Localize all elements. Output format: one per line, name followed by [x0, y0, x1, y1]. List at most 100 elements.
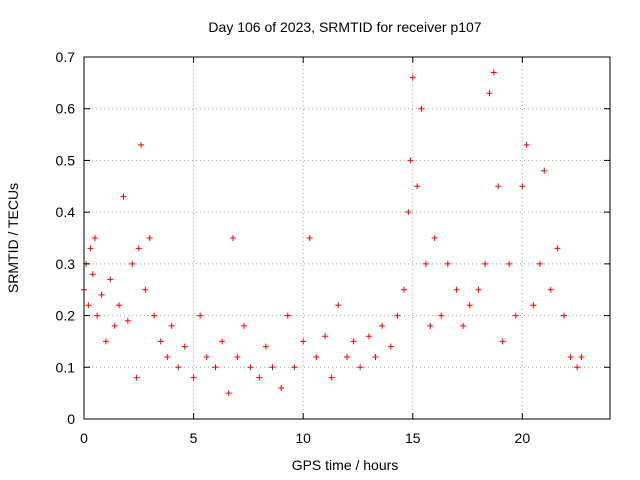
data-point [387, 343, 394, 350]
data-point [157, 338, 164, 345]
data-point [418, 105, 425, 112]
data-point [482, 260, 489, 267]
y-tick-label: 0 [67, 411, 75, 427]
data-point [372, 353, 379, 360]
data-point [190, 374, 197, 381]
data-point [313, 353, 320, 360]
data-point [164, 353, 171, 360]
data-point [291, 364, 298, 371]
y-tick-label: 0.1 [56, 359, 76, 375]
data-point [146, 235, 153, 241]
x-tick-label: 10 [295, 430, 311, 446]
y-axis-label: SRMTID / TECUs [5, 183, 21, 293]
data-point [536, 260, 543, 267]
data-point [438, 312, 445, 319]
data-point [262, 343, 269, 350]
data-point [89, 271, 96, 278]
x-tick-label: 20 [515, 430, 531, 446]
data-point [407, 157, 414, 164]
data-point [116, 302, 123, 309]
data-point [560, 312, 567, 319]
data-point [350, 338, 357, 345]
data-point [212, 364, 219, 371]
data-point [181, 343, 188, 350]
data-point [129, 260, 136, 267]
data-point [405, 209, 412, 216]
data-point [547, 286, 554, 293]
data-point [379, 322, 386, 329]
data-point [306, 235, 313, 241]
data-point [519, 183, 526, 190]
data-point [230, 235, 237, 241]
data-point [578, 353, 585, 360]
data-point [495, 183, 502, 190]
x-tick-label: 0 [80, 430, 88, 446]
data-point [124, 317, 131, 324]
data-point [225, 390, 232, 397]
y-tick-label: 0.2 [56, 308, 76, 324]
data-point [240, 322, 247, 329]
data-point [490, 69, 497, 76]
data-points [81, 69, 585, 397]
data-point [453, 286, 460, 293]
grid-lines [84, 57, 610, 419]
data-point [431, 235, 438, 241]
data-point [554, 245, 561, 252]
data-point [344, 353, 350, 360]
data-point [98, 291, 105, 298]
data-point [530, 302, 537, 309]
data-point [365, 333, 372, 340]
x-tick-label: 15 [405, 430, 421, 446]
data-point [300, 338, 307, 345]
x-tick-label: 5 [190, 430, 198, 446]
data-point [400, 286, 407, 293]
data-point [427, 322, 434, 329]
data-point [357, 364, 364, 371]
data-point [506, 260, 513, 267]
data-point [486, 90, 493, 97]
data-point [107, 276, 114, 283]
data-point [102, 338, 109, 345]
data-point [460, 322, 467, 329]
data-point [422, 260, 429, 267]
data-point [219, 338, 226, 345]
data-point [234, 353, 241, 360]
data-point [284, 312, 291, 319]
y-tick-label: 0.5 [56, 152, 76, 168]
data-point [133, 374, 140, 381]
y-tick-label: 0.3 [56, 256, 76, 272]
data-point [203, 353, 210, 360]
data-point [278, 384, 285, 391]
data-point [394, 312, 401, 319]
data-point [85, 302, 92, 309]
data-point [111, 322, 118, 329]
data-point [475, 286, 482, 293]
data-point [541, 167, 548, 174]
data-point [135, 245, 142, 252]
x-axis-label: GPS time / hours [292, 457, 399, 473]
data-point [574, 364, 581, 371]
data-point [142, 286, 149, 293]
data-point [567, 353, 574, 360]
chart-title: Day 106 of 2023, SRMTID for receiver p10… [208, 19, 481, 35]
data-point [256, 374, 263, 381]
data-point [328, 374, 335, 381]
data-point [94, 312, 101, 319]
data-point [322, 333, 329, 340]
data-point [91, 235, 98, 241]
data-point [197, 312, 204, 319]
axis-ticks: 0 0.1 0.2 0.3 0.4 0.5 0.6 0.7 0 5 10 15 20 [56, 49, 610, 446]
data-point [137, 141, 144, 148]
plot-frame [83, 56, 611, 420]
data-point [247, 364, 254, 371]
y-tick-label: 0.4 [56, 204, 76, 220]
data-point [512, 312, 519, 319]
data-point [466, 302, 473, 309]
data-point [151, 312, 158, 319]
data-point [175, 364, 182, 371]
data-point [269, 364, 276, 371]
data-point [414, 183, 421, 190]
data-point [499, 338, 506, 345]
data-point [523, 141, 530, 148]
